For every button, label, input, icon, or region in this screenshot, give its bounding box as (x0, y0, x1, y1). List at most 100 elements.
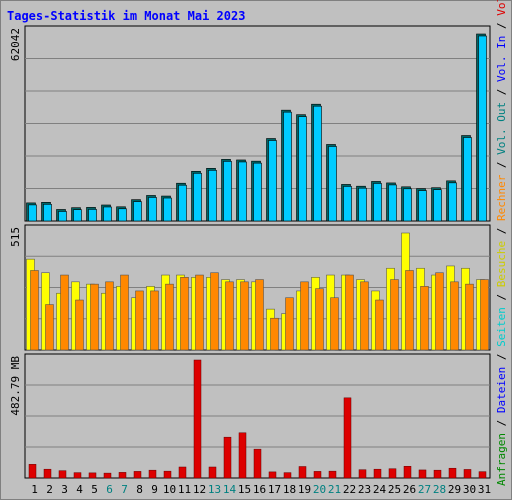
bar-volumen (298, 466, 307, 479)
x-tick-label: 28 (433, 483, 446, 496)
bar-rechner (375, 299, 384, 351)
legend-entry: Vol. Out (495, 102, 508, 155)
bar-rechner (150, 290, 159, 351)
bar-volumen (193, 359, 202, 479)
bar-anfragen (43, 204, 52, 222)
bar-anfragen (133, 201, 142, 222)
x-tick-label: 17 (268, 483, 281, 496)
bar-anfragen (433, 189, 442, 222)
bar-volumen (43, 468, 52, 479)
x-tick-label: 23 (358, 483, 371, 496)
bar-volumen (463, 469, 472, 479)
legend-entry: / (495, 221, 508, 241)
bar-volumen (343, 397, 352, 479)
x-tick-label: 16 (253, 483, 266, 496)
bar-anfragen (343, 186, 352, 222)
panel-max-label: 482.79 MB (9, 356, 22, 416)
bar-volumen (163, 470, 172, 479)
bar-rechner (270, 317, 279, 351)
bar-anfragen (103, 206, 112, 222)
x-tick-label: 22 (343, 483, 356, 496)
bar-volumen (208, 466, 217, 479)
bar-volumen (133, 471, 142, 479)
bar-anfragen (268, 140, 277, 222)
x-tick-label: 5 (91, 483, 98, 496)
bar-rechner (195, 274, 204, 351)
legend-entry: Rechner (495, 174, 508, 221)
bar-anfragen (193, 172, 202, 222)
bar-volumen (178, 466, 187, 479)
bar-rechner (420, 286, 429, 351)
chart-title: Tages-Statistik im Monat Mai 2023 (7, 9, 246, 23)
bar-anfragen (208, 170, 217, 222)
x-tick-label: 18 (283, 483, 296, 496)
bar-anfragen (28, 204, 37, 222)
panel-max-label: 62042 (9, 28, 22, 61)
panel-max-label: 515 (9, 227, 22, 247)
bar-volumen (28, 464, 37, 479)
panel-2: 515 (9, 224, 491, 351)
bar-anfragen (403, 188, 412, 222)
legend-entry: Vol. In (495, 36, 508, 82)
bar-anfragen (283, 111, 292, 222)
bar-anfragen (88, 209, 97, 222)
x-tick-label: 9 (151, 483, 158, 496)
x-tick-label: 11 (178, 483, 191, 496)
bar-rechner (255, 279, 264, 351)
bar-rechner (480, 279, 489, 351)
bar-rechner (300, 281, 309, 351)
bar-anfragen (58, 211, 67, 222)
bar-anfragen (118, 208, 127, 222)
bar-volumen (58, 470, 67, 479)
bar-volumen (433, 469, 442, 479)
bar-rechner (360, 281, 369, 351)
x-tick-label: 20 (313, 483, 326, 496)
bar-rechner (225, 281, 234, 351)
bar-anfragen (373, 183, 382, 222)
bar-rechner (450, 281, 459, 351)
bar-rechner (60, 274, 69, 351)
bar-anfragen (253, 162, 262, 222)
bar-rechner (135, 290, 144, 351)
bar-anfragen (358, 187, 367, 222)
bar-volumen (358, 469, 367, 479)
bar-rechner (45, 304, 54, 351)
panel-1: 62042 (9, 25, 491, 222)
legend-entry: / (495, 155, 508, 175)
legend-entry: Anfragen (495, 433, 508, 486)
bar-anfragen (388, 184, 397, 222)
x-tick-label: 6 (106, 483, 113, 496)
bar-rechner (315, 288, 324, 351)
bar-rechner (390, 279, 399, 351)
bar-anfragen (418, 190, 427, 222)
x-tick-label: 1 (31, 483, 38, 496)
bar-rechner (105, 281, 114, 351)
bar-volumen (238, 432, 247, 479)
bar-volumen (313, 471, 322, 479)
bar-volumen (268, 471, 277, 479)
bar-volumen (73, 472, 82, 479)
bar-rechner (405, 270, 414, 351)
x-tick-label: 19 (298, 483, 311, 496)
bar-anfragen (238, 161, 247, 222)
x-tick-label: 21 (328, 483, 341, 496)
bar-rechner (465, 283, 474, 351)
bar-volumen (478, 471, 487, 479)
bar-volumen (148, 469, 157, 479)
x-tick-label: 4 (76, 483, 83, 496)
legend-entry: / (495, 413, 508, 433)
bar-rechner (30, 270, 39, 351)
bar-anfragen (223, 161, 232, 222)
x-tick-label: 27 (418, 483, 431, 496)
legend-entry: / (495, 16, 508, 36)
x-tick-label: 25 (388, 483, 401, 496)
x-tick-label: 12 (193, 483, 206, 496)
bar-rechner (345, 274, 354, 351)
bar-volumen (388, 468, 397, 479)
x-tick-label: 24 (373, 483, 387, 496)
bar-rechner (90, 283, 99, 351)
x-tick-label: 10 (163, 483, 176, 496)
bar-volumen (283, 472, 292, 479)
legend-entry: / (495, 347, 508, 367)
